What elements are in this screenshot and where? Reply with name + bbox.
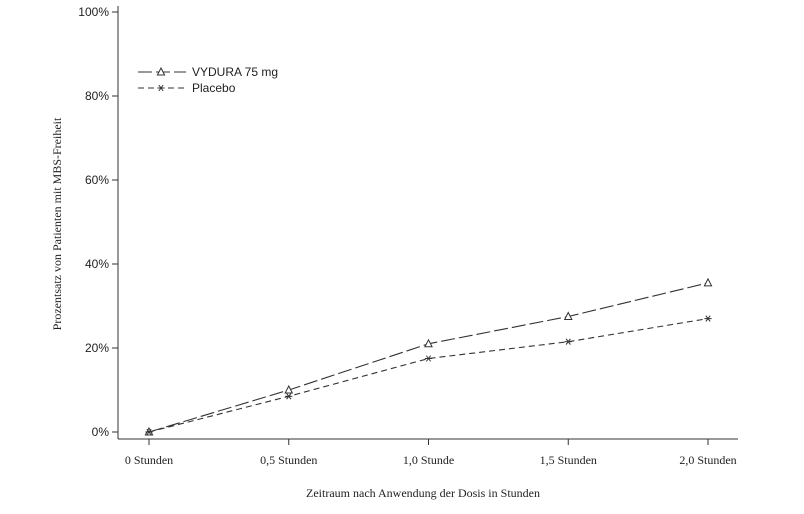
legend-label: Placebo [192,81,236,95]
data-point [284,384,294,394]
x-tick-label: 1,5 Stunden [540,453,597,467]
y-axis-title: Prozentsatz von Patienten mit MBS-Freihe… [50,117,64,330]
data-point [424,355,433,362]
x-tick-label: 1,0 Stunde [403,453,454,467]
data-point [145,428,153,436]
data-point [564,338,572,345]
series-line-2 [148,318,709,433]
y-tick-label: 60% [85,173,109,187]
x-tick-label: 0,5 Stunden [260,453,317,467]
y-tick-label: 0% [92,425,110,439]
legend-marker [156,66,166,76]
x-tick-label: 0 Stunden [125,453,173,467]
data-point [703,277,713,287]
series-group [144,277,713,436]
legend: VYDURA 75 mg Placebo [138,65,278,95]
y-tick-label: 100% [78,5,109,19]
x-axis-title: Zeitraum nach Anwendung der Dosis in Stu… [306,486,540,500]
y-tick-label: 40% [85,257,109,271]
x-tick-label: 2,0 Stunden [679,453,736,467]
x-ticks: 0 Stunden 0,5 Stunden 1,0 Stunde 1,5 Stunde… [125,439,737,467]
data-point [424,338,433,348]
legend-label: VYDURA 75 mg [192,65,278,79]
legend-marker [157,84,165,92]
data-point [563,311,573,320]
series-line-1 [148,282,709,433]
y-ticks: 0% 20% 40% 60% 80% 100% [78,5,118,439]
data-point [704,315,712,322]
y-tick-label: 20% [85,341,109,355]
y-tick-label: 80% [85,89,109,103]
data-point [285,393,293,400]
